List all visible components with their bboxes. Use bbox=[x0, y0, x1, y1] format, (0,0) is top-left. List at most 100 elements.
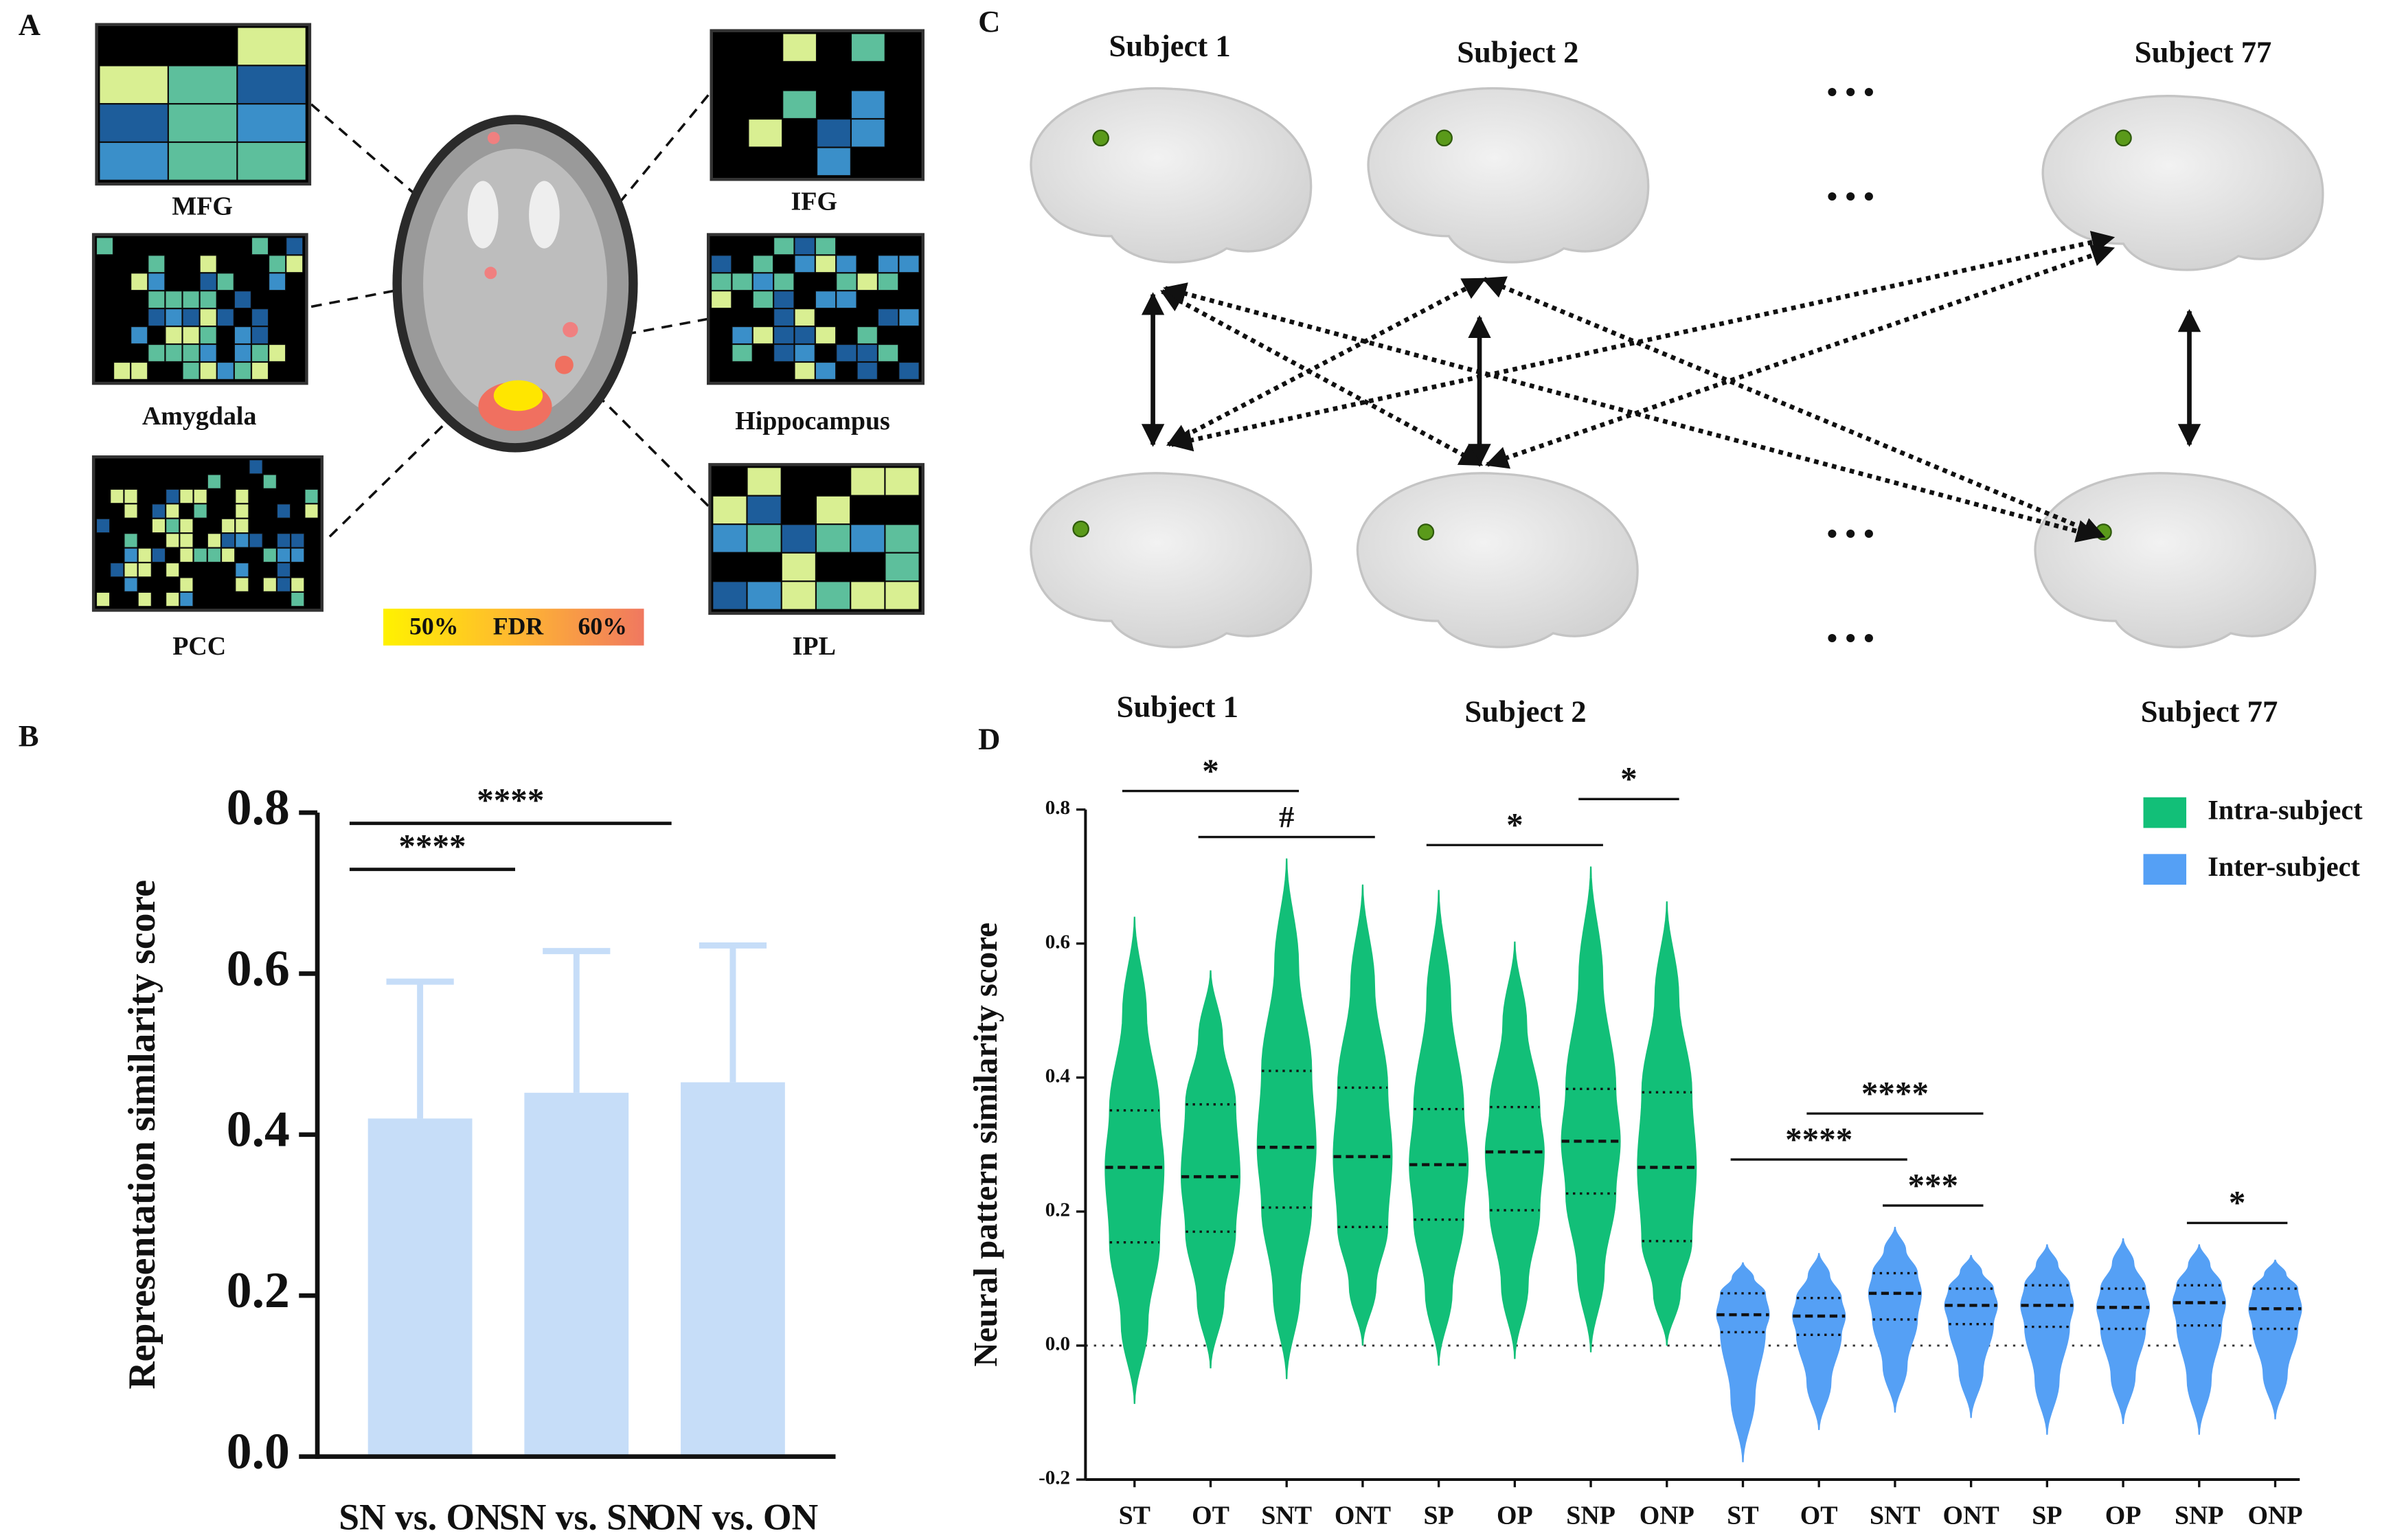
heatmap-cell bbox=[781, 552, 816, 581]
heatmap-cell bbox=[291, 547, 305, 563]
heatmap-cell bbox=[277, 563, 291, 578]
heatmap-cell bbox=[711, 273, 732, 291]
heatmap-cell bbox=[885, 467, 920, 496]
heatmap-cell bbox=[96, 592, 110, 607]
heatmap-cell bbox=[816, 495, 850, 524]
x-tick-label: SNP bbox=[2175, 1502, 2224, 1530]
heatmap-cell bbox=[712, 581, 747, 610]
heatmap-cell bbox=[221, 547, 236, 563]
heatmap-cell bbox=[773, 273, 795, 291]
colorbar bbox=[383, 609, 644, 646]
heatmap-cell bbox=[168, 65, 238, 104]
x-tick-label: ST bbox=[1119, 1502, 1150, 1530]
subject-label: Subject 2 bbox=[1457, 35, 1578, 69]
panel-label: C bbox=[978, 4, 1000, 38]
x-tick-label: OT bbox=[1192, 1502, 1229, 1530]
heatmap-cell bbox=[124, 563, 138, 578]
heatmap-cell bbox=[235, 533, 249, 548]
heatmap-cell bbox=[124, 489, 138, 504]
heatmap-cell bbox=[817, 147, 851, 176]
heatmap-cell bbox=[286, 255, 304, 273]
heatmap-cell bbox=[165, 326, 183, 344]
heatmap-cell bbox=[878, 255, 899, 273]
heatmap-cell bbox=[816, 581, 850, 610]
violin bbox=[1256, 858, 1317, 1379]
heatmap-cell bbox=[878, 273, 899, 291]
significance-label: **** bbox=[1861, 1074, 1929, 1112]
x-tick-label: SNT bbox=[1870, 1502, 1920, 1530]
heatmap-cell bbox=[836, 273, 857, 291]
between-subject-arrow bbox=[1160, 231, 2116, 543]
heatmap-cell bbox=[235, 577, 249, 592]
colorbar-label: 60% bbox=[578, 612, 627, 639]
y-tick-label: -0.2 bbox=[1039, 1467, 1070, 1489]
heatmap-cell bbox=[836, 291, 857, 308]
significance-label: * bbox=[1506, 806, 1523, 843]
heatmap-cell bbox=[794, 326, 815, 344]
panel-label: A bbox=[19, 7, 41, 41]
y-tick-label: 0.6 bbox=[1045, 931, 1070, 953]
heatmap-cell bbox=[251, 326, 269, 344]
heatmap-cell bbox=[148, 273, 166, 291]
violin bbox=[1333, 884, 1393, 1346]
heatmap-cell bbox=[794, 308, 815, 326]
heatmap-cell bbox=[179, 592, 194, 607]
heatmap-cell bbox=[794, 362, 815, 380]
heatmap-cell bbox=[193, 489, 207, 504]
x-tick-label: ONP bbox=[2247, 1502, 2302, 1530]
heatmap-cell bbox=[898, 255, 920, 273]
heatmap-cell bbox=[711, 291, 732, 308]
ellipsis: • • • bbox=[1827, 620, 1874, 655]
region-label: MFG bbox=[172, 192, 232, 220]
heatmap-cell bbox=[732, 273, 753, 291]
y-tick-label: 0.2 bbox=[1045, 1199, 1070, 1221]
violin bbox=[2020, 1244, 2074, 1435]
y-tick-label: 0.4 bbox=[1045, 1065, 1070, 1087]
violin bbox=[2096, 1238, 2151, 1425]
bar bbox=[681, 1082, 785, 1457]
heatmap-cell bbox=[711, 255, 732, 273]
heatmap-cell bbox=[782, 90, 817, 119]
heatmap-cell bbox=[262, 474, 277, 489]
colorbar-label: 50% bbox=[409, 612, 458, 639]
heatmap-cell bbox=[179, 518, 194, 533]
x-tick-label: OP bbox=[1497, 1502, 1533, 1530]
heatmap-cell bbox=[851, 119, 885, 148]
violin bbox=[1180, 970, 1241, 1369]
heatmap-cell bbox=[857, 273, 878, 291]
heatmap-cell bbox=[251, 237, 269, 256]
heatmap-cell bbox=[712, 524, 747, 553]
heatmap-cell bbox=[773, 308, 795, 326]
heatmap-cell bbox=[850, 467, 885, 496]
heatmap-cell bbox=[885, 552, 920, 581]
heatmap-cell bbox=[269, 344, 286, 362]
region-label: Amygdala bbox=[142, 402, 257, 431]
heatmap-cell bbox=[747, 524, 782, 553]
heatmap-cell bbox=[732, 326, 753, 344]
panel-label: B bbox=[19, 718, 39, 753]
heatmap-cell bbox=[199, 362, 217, 380]
heatmap-cell bbox=[99, 65, 168, 104]
heatmap-cell bbox=[152, 503, 166, 519]
panel-c: Subject 1 Subject 2 Subject 77 Subject 1… bbox=[1030, 29, 2324, 728]
heatmap-cell bbox=[179, 533, 194, 548]
heatmap-cell bbox=[234, 362, 251, 380]
heatmap-cell bbox=[898, 308, 920, 326]
region-label: IFG bbox=[791, 188, 837, 216]
heatmap-cell bbox=[152, 547, 166, 563]
heatmap-cell bbox=[291, 577, 305, 592]
heatmap-cell bbox=[251, 344, 269, 362]
heatmap-cell bbox=[193, 547, 207, 563]
heatmap-cell bbox=[781, 581, 816, 610]
heatmap-cell bbox=[207, 474, 221, 489]
heatmap-cell bbox=[773, 344, 795, 362]
heatmap-cell bbox=[885, 581, 920, 610]
heatmap-cell bbox=[182, 326, 200, 344]
heatmap-cell bbox=[857, 344, 878, 362]
heatmap-cell bbox=[898, 362, 920, 380]
heatmap-cell bbox=[110, 563, 124, 578]
heatmap-cell bbox=[752, 273, 773, 291]
heatmap-cell bbox=[277, 503, 291, 519]
heatmap-cell bbox=[815, 255, 836, 273]
violin bbox=[1944, 1255, 1998, 1418]
